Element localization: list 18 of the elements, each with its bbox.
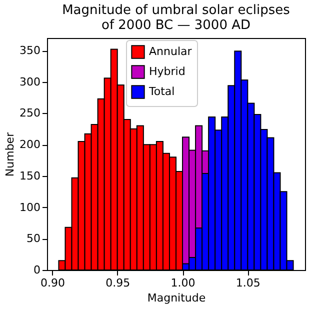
x-tick-label: 0.95 (106, 276, 130, 290)
x-tick-label: 1.00 (170, 276, 196, 290)
y-axis-title: Number (4, 132, 17, 177)
y-tick-label: 150 (20, 169, 40, 182)
y-tick-label: 0 (34, 264, 40, 276)
y-tick-label: 200 (20, 138, 40, 152)
legend-label: Total (148, 85, 175, 98)
y-tick-label: 250 (20, 106, 40, 120)
x-tick-label: 0.90 (40, 276, 65, 290)
chart-title: Magnitude of umbral solar eclipses of 2000 BC — 3000 AD (62, 3, 290, 33)
y-tick-label: 300 (20, 75, 40, 88)
y-tick-label: 100 (20, 200, 40, 214)
y-tick-label: 350 (20, 44, 40, 58)
y-tick-label: 50 (26, 232, 40, 246)
x-tick-label: 1.05 (236, 276, 260, 290)
x-axis-title: Magnitude (147, 292, 206, 304)
legend-label: Hybrid (149, 65, 186, 78)
legend-label: Annular (149, 45, 192, 58)
